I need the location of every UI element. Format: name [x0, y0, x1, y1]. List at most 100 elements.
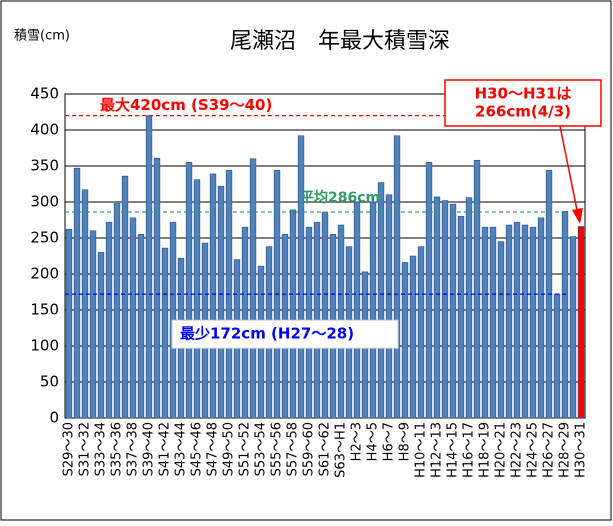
x-tick-label: H14～15 — [446, 422, 461, 478]
callout-box — [444, 79, 602, 127]
y-axis-label: 積雪(cm) — [14, 29, 70, 44]
x-tick-label: S55～56 — [270, 422, 285, 476]
x-tick-label: H2～3 — [350, 422, 365, 461]
bar — [65, 229, 73, 419]
x-tick-label: H26～27 — [542, 422, 557, 478]
y-tick-label: 100 — [30, 337, 59, 355]
x-tick-label: S57～58 — [286, 422, 301, 476]
bar — [161, 247, 169, 419]
x-tick-label: S35～36 — [110, 422, 125, 476]
bar — [81, 189, 89, 419]
bar — [377, 182, 385, 419]
bar — [441, 200, 449, 419]
bar — [385, 194, 393, 419]
y-tick-label: 300 — [30, 193, 59, 211]
bar — [553, 293, 561, 419]
x-tick-label: H18～19 — [478, 422, 493, 478]
bar — [489, 226, 497, 419]
bar — [417, 246, 425, 419]
x-tick-label: S63～H1 — [334, 422, 349, 478]
x-tick-label: S33～34 — [94, 422, 109, 476]
bar — [481, 226, 489, 419]
x-tick-label: H20～21 — [494, 422, 509, 478]
bar — [105, 221, 113, 419]
callout-arrow — [559, 125, 579, 216]
bar — [473, 159, 481, 419]
bar — [121, 175, 129, 419]
bar — [137, 234, 145, 419]
label-box — [171, 319, 399, 349]
bar — [249, 158, 257, 419]
callout-text: H30～H31は — [475, 85, 572, 103]
bar — [113, 203, 121, 419]
bar — [193, 179, 201, 419]
bar — [505, 224, 513, 419]
bar — [561, 211, 569, 419]
x-tick-label: S47～48 — [206, 422, 221, 476]
y-tick-label: 350 — [30, 157, 59, 175]
x-tick-label: S53～54 — [254, 422, 269, 476]
reference-label: 平均286cm — [300, 189, 380, 206]
x-tick-label: H24～25 — [526, 422, 541, 478]
x-tick-label: H10～11 — [414, 422, 429, 478]
x-tick-label: H16～17 — [462, 422, 477, 478]
chart-title: 尾瀬沼 年最大積雪深 — [230, 29, 450, 54]
bar — [209, 173, 217, 419]
x-tick-label: S31～32 — [78, 422, 93, 476]
bar — [529, 226, 537, 419]
x-tick-label: S49～50 — [222, 422, 237, 476]
x-tick-label: H8～9 — [398, 422, 413, 461]
bar — [97, 252, 105, 419]
bar — [425, 162, 433, 419]
bar — [321, 211, 329, 419]
x-tick-label: S61～62 — [318, 422, 333, 476]
y-tick-label: 400 — [30, 121, 59, 139]
bar — [129, 217, 137, 419]
y-tick-label: 150 — [30, 301, 59, 319]
bar — [465, 197, 473, 419]
bar — [89, 230, 97, 419]
bar — [289, 209, 297, 419]
bar — [185, 162, 193, 419]
x-tick-label: S37～38 — [126, 422, 141, 476]
x-tick-label: S59～60 — [302, 422, 317, 476]
y-tick-label: 250 — [30, 229, 59, 247]
x-tick-label: H30～31 — [574, 422, 589, 478]
x-tick-label: H22～23 — [510, 422, 525, 478]
bar — [513, 221, 521, 419]
x-tick-label: H12～13 — [430, 422, 445, 478]
x-tick-label: S39～40 — [142, 422, 157, 476]
bar — [409, 255, 417, 419]
x-tick-label: S43～44 — [174, 422, 189, 476]
bar — [217, 185, 225, 419]
bar — [521, 224, 529, 419]
y-tick-label: 50 — [40, 373, 59, 391]
bar — [73, 167, 81, 419]
x-tick-label: H28～29 — [558, 422, 573, 478]
bar — [145, 115, 153, 419]
y-tick-label: 0 — [49, 409, 59, 427]
bar — [297, 135, 305, 419]
bar — [457, 216, 465, 419]
bar — [353, 201, 361, 419]
reference-label: 最大420cm (S39～40) — [100, 96, 272, 114]
bar — [577, 226, 585, 419]
x-tick-label: S41～42 — [158, 422, 173, 476]
bar — [497, 241, 505, 419]
x-tick-label: S51～52 — [238, 422, 253, 476]
x-tick-label: S45～46 — [190, 422, 205, 476]
bar — [449, 203, 457, 419]
callout-text: 266cm(4/3) — [475, 103, 571, 121]
bar — [569, 236, 577, 419]
reference-label: 最少172cm (H27～28) — [180, 325, 354, 343]
bar — [153, 157, 161, 419]
callout-arrowhead — [572, 208, 583, 224]
bar — [537, 217, 545, 419]
bar — [401, 262, 409, 419]
x-tick-label: S29～30 — [62, 422, 77, 476]
bar — [369, 201, 377, 419]
bar — [393, 135, 401, 419]
x-tick-label: H6～7 — [382, 422, 397, 461]
y-tick-label: 450 — [30, 85, 59, 103]
